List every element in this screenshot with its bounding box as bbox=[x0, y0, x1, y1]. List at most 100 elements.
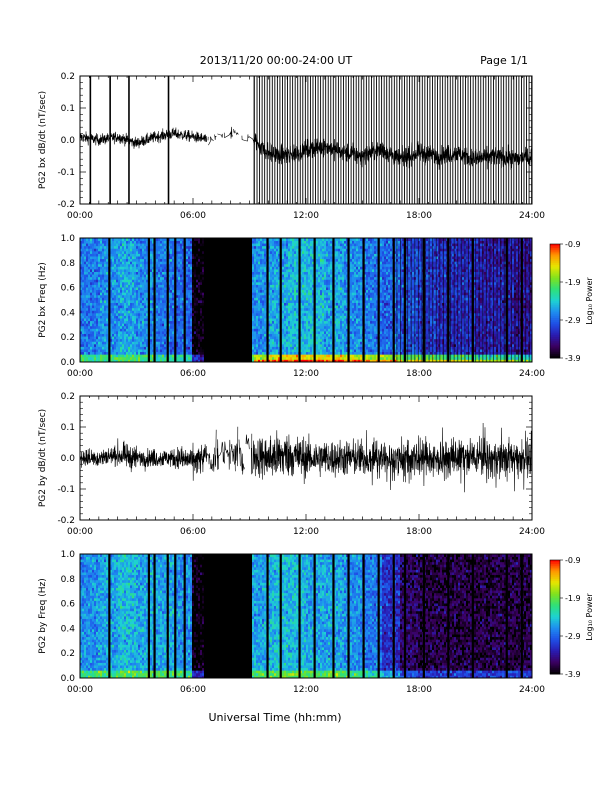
heat-cell bbox=[106, 315, 109, 319]
heat-cell bbox=[120, 274, 123, 278]
heat-cell bbox=[150, 297, 153, 301]
x-tick-label: 00:00 bbox=[67, 369, 93, 379]
heat-cell bbox=[142, 263, 145, 267]
heat-cell bbox=[136, 287, 139, 291]
heat-cell bbox=[136, 343, 139, 347]
heat-cell bbox=[156, 300, 159, 303]
heat-cell bbox=[104, 261, 107, 265]
heat-cell bbox=[82, 292, 85, 296]
heat-cell bbox=[150, 284, 153, 288]
heat-cell bbox=[100, 325, 103, 329]
heat-cell bbox=[114, 302, 117, 306]
heat-cell bbox=[126, 315, 129, 319]
heat-cell bbox=[134, 284, 137, 288]
heat-cell bbox=[114, 243, 117, 247]
heat-cell bbox=[84, 333, 87, 337]
heat-cell bbox=[110, 336, 113, 340]
heat-cell bbox=[126, 292, 129, 296]
heat-cell bbox=[82, 354, 85, 358]
heat-cell bbox=[94, 351, 97, 355]
heat-cell bbox=[96, 312, 99, 316]
heat-cell bbox=[106, 243, 109, 247]
heat-cell bbox=[122, 292, 125, 296]
heat-cell bbox=[128, 302, 131, 306]
heat-cell bbox=[86, 346, 89, 350]
heat-cell bbox=[116, 271, 119, 275]
heat-cell bbox=[98, 279, 101, 283]
heat-cell bbox=[136, 253, 139, 257]
heat-cell bbox=[156, 287, 159, 291]
heat-cell bbox=[90, 297, 93, 301]
heat-cell bbox=[104, 333, 107, 337]
heat-cell bbox=[106, 256, 109, 260]
heat-cell bbox=[80, 287, 83, 291]
heat-cell bbox=[124, 338, 127, 342]
heat-cell bbox=[146, 279, 149, 283]
heat-cell bbox=[128, 323, 131, 327]
heat-cell bbox=[152, 354, 155, 358]
heat-cell bbox=[122, 351, 125, 355]
heat-cell bbox=[128, 248, 131, 252]
heat-cell bbox=[146, 292, 149, 296]
heat-cell bbox=[120, 258, 123, 262]
heat-cell bbox=[120, 359, 123, 363]
heat-cell bbox=[152, 245, 155, 249]
heat-cell bbox=[90, 328, 93, 332]
heat-cell bbox=[126, 258, 129, 262]
heat-cell bbox=[90, 302, 93, 306]
heat-cell bbox=[146, 336, 149, 340]
heat-cell bbox=[126, 294, 129, 298]
heat-cell bbox=[134, 315, 137, 319]
heat-cell bbox=[92, 341, 95, 345]
heat-cell bbox=[102, 328, 105, 332]
heat-cell bbox=[134, 240, 137, 244]
heat-cell bbox=[128, 336, 131, 340]
heat-cell bbox=[112, 356, 115, 360]
heat-cell bbox=[150, 258, 153, 262]
heat-cell bbox=[120, 307, 123, 311]
heat-cell bbox=[98, 349, 101, 353]
heat-cell bbox=[94, 279, 97, 283]
y-tick-label: 0.0 bbox=[61, 358, 76, 368]
heat-cell bbox=[84, 349, 87, 353]
heat-cell bbox=[84, 240, 87, 244]
heat-cell bbox=[92, 312, 95, 316]
heat-cell bbox=[122, 284, 125, 288]
heat-cell bbox=[104, 274, 107, 278]
heat-cell bbox=[134, 279, 137, 283]
heat-cell bbox=[118, 287, 121, 291]
heat-cell bbox=[152, 307, 155, 311]
heat-cell bbox=[114, 338, 117, 342]
heat-cell bbox=[112, 284, 115, 288]
heat-cell bbox=[126, 346, 129, 350]
heat-cell bbox=[122, 356, 125, 360]
heat-cell bbox=[138, 323, 141, 327]
heat-cell bbox=[142, 243, 145, 247]
heat-cell bbox=[122, 315, 125, 319]
heat-cell bbox=[134, 261, 137, 265]
heat-cell bbox=[100, 294, 103, 298]
heat-cell bbox=[116, 349, 119, 353]
heat-cell bbox=[106, 351, 109, 355]
heat-cell bbox=[118, 315, 121, 319]
heat-cell bbox=[138, 297, 141, 301]
heat-cell bbox=[96, 253, 99, 257]
heat-cell bbox=[94, 359, 97, 363]
heat-cell bbox=[126, 333, 129, 337]
heat-cell bbox=[96, 287, 99, 291]
heat-cell bbox=[90, 287, 93, 291]
heat-cell bbox=[140, 287, 143, 291]
heat-cell bbox=[130, 354, 133, 358]
heat-cell bbox=[142, 294, 145, 298]
heat-cell bbox=[84, 238, 87, 241]
heat-cell bbox=[110, 359, 113, 363]
heat-cell bbox=[152, 248, 155, 252]
heat-cell bbox=[144, 312, 147, 316]
heat-cell bbox=[112, 359, 115, 363]
heat-cell bbox=[132, 243, 135, 247]
heat-cell bbox=[98, 356, 101, 360]
heat-cell bbox=[132, 359, 135, 363]
heat-cell bbox=[118, 310, 121, 314]
heat-cell bbox=[130, 359, 133, 363]
heat-cell bbox=[130, 297, 133, 301]
